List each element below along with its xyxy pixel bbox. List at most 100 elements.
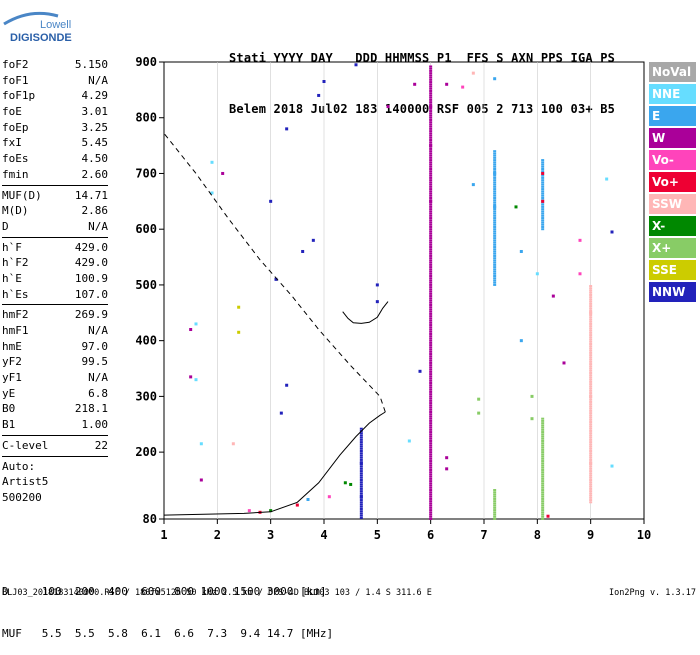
echo-point (471, 183, 475, 187)
echo-mark (541, 466, 545, 469)
echo-mark (429, 509, 433, 512)
echo-mark (429, 181, 433, 184)
y-tick-label: 500 (135, 278, 157, 292)
echo-mark (541, 475, 545, 478)
x-tick-label: 4 (320, 528, 327, 542)
echo-mark (429, 185, 433, 188)
echo-mark (541, 217, 545, 220)
echo-mark (429, 451, 433, 454)
echo-mark (429, 344, 433, 347)
echo-mark (359, 456, 363, 459)
echo-mark (429, 257, 433, 260)
echo-mark (429, 502, 433, 505)
param-value: N/A (88, 73, 108, 87)
echo-mark (493, 272, 497, 275)
echo-mark (589, 403, 593, 406)
echo-mark (541, 433, 545, 436)
param-row: hmF2 269.9 (2, 307, 108, 323)
y-tick-label: 900 (135, 55, 157, 69)
param-value: 2.86 (81, 204, 109, 218)
echo-mark (429, 431, 433, 434)
echo-mark (589, 305, 593, 308)
echo-mark (429, 147, 433, 150)
echo-mark (493, 228, 497, 231)
echo-mark (429, 92, 433, 95)
echo-mark (589, 456, 593, 459)
echo-mark (493, 270, 497, 273)
x-tick-label: 1 (160, 528, 167, 542)
echo-point (274, 277, 278, 281)
param-key: foEp (2, 120, 29, 134)
echo-point (445, 467, 449, 471)
echo-mark (429, 110, 433, 113)
echo-mark (493, 194, 497, 197)
echo-mark (359, 483, 363, 486)
echo-mark (429, 355, 433, 358)
echo-mark (429, 500, 433, 503)
echo-mark (429, 279, 433, 282)
echo-point (445, 82, 449, 86)
echo-mark (541, 471, 545, 474)
muf-row: MUF 5.5 5.5 5.8 6.1 6.6 7.3 9.4 14.7 [MH… (2, 627, 334, 640)
echo-mark (589, 322, 593, 325)
echo-point (295, 503, 299, 507)
param-key: B0 (2, 402, 16, 416)
echo-mark (429, 388, 433, 391)
param-row: foE 3.01 (2, 104, 108, 120)
echo-mark (429, 495, 433, 498)
parameters-panel: foF2 5.150 foF1 N/A foF1p 4.29 foE 3.01 foEp 3.25… (2, 57, 108, 506)
echo-point (199, 442, 203, 446)
param-value: 14.71 (74, 188, 108, 202)
echo-mark (493, 506, 497, 509)
echo-mark (493, 208, 497, 211)
echo-point (375, 300, 379, 304)
echo-mark (493, 165, 497, 168)
echo-mark (493, 152, 497, 155)
echo-point (589, 394, 593, 398)
echo-mark (429, 243, 433, 246)
echo-point (285, 127, 289, 131)
echo-point (546, 514, 550, 518)
echo-mark (541, 188, 545, 191)
echo-mark (589, 389, 593, 392)
echo-mark (429, 72, 433, 75)
param-separator (2, 184, 108, 186)
echo-mark (493, 201, 497, 204)
echo-mark (589, 416, 593, 419)
echo-mark (429, 156, 433, 159)
echo-mark (541, 205, 545, 208)
echo-mark (493, 497, 497, 500)
echo-mark (589, 400, 593, 403)
param-value: 100.9 (74, 271, 108, 285)
echo-mark (493, 214, 497, 217)
echo-mark (429, 506, 433, 509)
param-key: hmF1 (2, 324, 29, 337)
echo-mark (429, 96, 433, 99)
echo-mark (429, 81, 433, 84)
version-label: Ion2Png v. 1.3.17 (609, 588, 696, 598)
param-row: h`E 100.9 (2, 271, 108, 287)
y-tick-label: 600 (135, 222, 157, 236)
echo-mark (429, 486, 433, 489)
echo-mark (359, 427, 363, 430)
echo-mark (359, 470, 363, 473)
echo-mark (429, 489, 433, 492)
echo-mark (359, 438, 363, 441)
echo-mark (541, 460, 545, 463)
echo-mark (429, 386, 433, 389)
echo-mark (493, 257, 497, 260)
echo-mark (429, 223, 433, 226)
echo-mark (429, 368, 433, 371)
echo-mark (493, 210, 497, 213)
param-row: Auto: (2, 459, 108, 475)
echo-point (530, 394, 534, 398)
echo-point (493, 205, 497, 209)
echo-mark (429, 390, 433, 393)
echo-mark (541, 435, 545, 438)
echo-mark (493, 254, 497, 257)
echo-mark (589, 487, 593, 490)
param-separator (2, 455, 108, 457)
y-tick-label: 300 (135, 389, 157, 403)
echo-point (541, 171, 545, 175)
profile-dashed-line (163, 132, 386, 413)
